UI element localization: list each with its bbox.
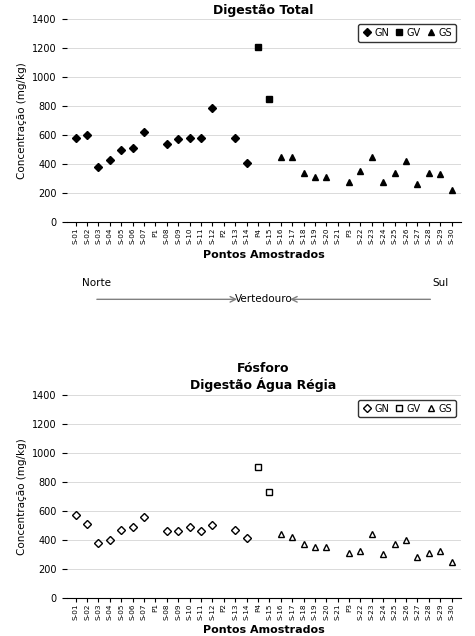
Text: Norte: Norte	[82, 278, 111, 288]
Y-axis label: Concentração (mg/kg): Concentração (mg/kg)	[17, 438, 27, 555]
Legend: GN, GV, GS: GN, GV, GS	[358, 24, 456, 42]
Title: Fósforo
Digestão Água Régia: Fósforo Digestão Água Régia	[190, 363, 337, 392]
Legend: GN, GV, GS: GN, GV, GS	[358, 399, 456, 417]
Text: Vertedouro: Vertedouro	[235, 294, 293, 304]
Title: Fósforo
Digestão Total: Fósforo Digestão Total	[213, 0, 314, 17]
Text: Sul: Sul	[433, 278, 449, 288]
X-axis label: Pontos Amostrados: Pontos Amostrados	[203, 625, 324, 635]
X-axis label: Pontos Amostrados: Pontos Amostrados	[203, 250, 324, 259]
Y-axis label: Concentração (mg/kg): Concentração (mg/kg)	[17, 62, 27, 179]
